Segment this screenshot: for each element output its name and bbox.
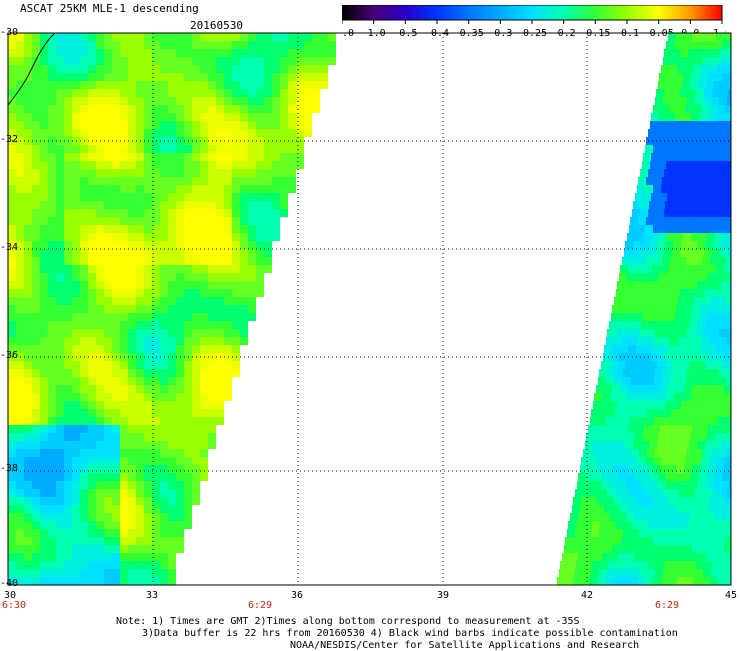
product-title: ASCAT 25KM MLE-1 descending bbox=[20, 2, 199, 15]
note-line-2: 3)Data buffer is 22 hrs from 20160530 4)… bbox=[142, 628, 678, 639]
swath-time-label: 6:30 bbox=[2, 600, 27, 611]
grid-lines bbox=[8, 33, 731, 585]
lat-tick-label: -36 bbox=[0, 350, 19, 361]
lat-tick-label: -30 bbox=[0, 27, 19, 38]
lon-tick-label: 33 bbox=[146, 590, 159, 601]
coastline bbox=[7, 32, 56, 106]
lon-tick-label: 39 bbox=[437, 590, 450, 601]
map-plot bbox=[7, 32, 732, 586]
lat-tick-label: -34 bbox=[0, 242, 19, 253]
swath-time-label: 6:29 bbox=[248, 600, 273, 611]
lat-tick-label: -32 bbox=[0, 134, 19, 145]
note-line-3: NOAA/NESDIS/Center for Satellite Applica… bbox=[290, 640, 640, 651]
lon-tick-label: 36 bbox=[291, 590, 304, 601]
plot-frame bbox=[7, 32, 732, 586]
data-swaths bbox=[8, 33, 731, 585]
lon-tick-label: 30 bbox=[4, 590, 17, 601]
note-line-1: Note: 1) Times are GMT 2)Times along bot… bbox=[116, 616, 580, 627]
lon-tick-label: 45 bbox=[725, 590, 738, 601]
lon-tick-label: 42 bbox=[581, 590, 594, 601]
product-date: 20160530 bbox=[190, 19, 243, 32]
swath-time-label: 6:29 bbox=[655, 600, 680, 611]
lat-tick-label: -40 bbox=[0, 578, 19, 589]
lat-tick-label: -38 bbox=[0, 463, 19, 474]
colorbar-gradient bbox=[342, 5, 722, 20]
